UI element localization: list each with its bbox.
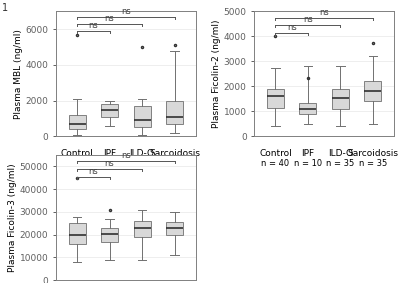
- Text: n = 35: n = 35: [160, 159, 189, 168]
- PathPatch shape: [69, 115, 86, 129]
- PathPatch shape: [364, 81, 381, 101]
- PathPatch shape: [267, 89, 284, 108]
- Text: ns: ns: [121, 151, 131, 160]
- PathPatch shape: [101, 104, 118, 117]
- PathPatch shape: [101, 228, 118, 241]
- Text: IPF: IPF: [301, 149, 314, 158]
- Text: ns: ns: [105, 159, 114, 168]
- Text: n = 40: n = 40: [63, 159, 91, 168]
- Text: ns: ns: [303, 15, 313, 24]
- PathPatch shape: [166, 101, 183, 124]
- PathPatch shape: [134, 221, 150, 237]
- Text: Control: Control: [259, 149, 292, 158]
- Text: n = 35: n = 35: [326, 159, 354, 168]
- Text: n = 10: n = 10: [96, 159, 124, 168]
- Text: 1: 1: [2, 3, 8, 13]
- Text: ns: ns: [88, 21, 98, 30]
- PathPatch shape: [134, 106, 150, 127]
- Text: IPF: IPF: [103, 149, 116, 158]
- Text: Sarcoidosis: Sarcoidosis: [149, 149, 200, 158]
- Text: n = 35: n = 35: [359, 159, 387, 168]
- Text: ns: ns: [319, 8, 329, 17]
- Text: ns: ns: [88, 167, 98, 176]
- Text: n = 35: n = 35: [128, 159, 156, 168]
- PathPatch shape: [332, 89, 349, 109]
- Text: ns: ns: [105, 14, 114, 23]
- Text: Control: Control: [61, 149, 94, 158]
- Y-axis label: Plasma MBL (ng/ml): Plasma MBL (ng/ml): [14, 29, 22, 119]
- PathPatch shape: [300, 103, 316, 114]
- Text: n = 10: n = 10: [294, 159, 322, 168]
- PathPatch shape: [166, 222, 183, 235]
- Y-axis label: Plasma Ficolin-2 (ng/ml): Plasma Ficolin-2 (ng/ml): [212, 20, 221, 128]
- Text: n = 40: n = 40: [261, 159, 290, 168]
- Y-axis label: Plasma Ficolin-3 (ng/ml): Plasma Ficolin-3 (ng/ml): [8, 163, 17, 272]
- Text: ILD-O: ILD-O: [328, 149, 353, 158]
- Text: ns: ns: [121, 7, 131, 16]
- PathPatch shape: [69, 223, 86, 244]
- Text: ILD-O: ILD-O: [130, 149, 154, 158]
- Text: ns: ns: [287, 23, 296, 32]
- Text: Sarcoidosis: Sarcoidosis: [347, 149, 398, 158]
